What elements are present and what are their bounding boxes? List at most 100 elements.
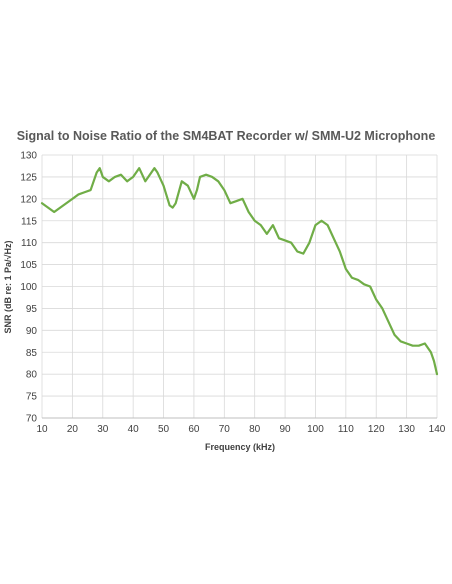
x-tick-label: 110 — [338, 424, 354, 435]
x-tick-labels: 10 20 30 40 50 60 70 80 90 100 110 120 130 140 — [36, 424, 445, 435]
y-tick-label: 100 — [20, 282, 37, 293]
snr-data-point — [278, 237, 280, 239]
snr-data-point — [254, 220, 256, 222]
snr-data-point — [150, 171, 152, 174]
x-tick-label: 60 — [188, 424, 200, 435]
snr-data-point — [418, 345, 420, 347]
snr-data-point — [357, 279, 359, 281]
x-tick-label: 50 — [158, 424, 170, 435]
snr-data-point — [83, 191, 86, 193]
y-tick-label: 95 — [26, 304, 38, 315]
snr-data-point — [369, 285, 371, 288]
snr-data-point — [424, 342, 426, 345]
snr-data-point — [162, 185, 165, 187]
snr-data-point — [41, 202, 43, 204]
y-tick-label: 120 — [20, 194, 37, 205]
snr-data-point — [412, 345, 414, 347]
y-tick-label: 115 — [21, 216, 37, 227]
snr-data-point — [181, 180, 183, 182]
y-tick-label: 85 — [26, 348, 38, 359]
snr-data-point — [296, 250, 298, 253]
snr-data-point — [351, 277, 353, 279]
snr-data-point — [138, 167, 140, 169]
snr-data-point — [314, 224, 317, 226]
snr-data-point — [302, 253, 304, 255]
snr-data-point — [199, 176, 201, 178]
snr-data-point — [175, 202, 177, 204]
snr-data-point — [339, 250, 341, 253]
snr-data-point — [53, 211, 55, 213]
snr-data-point — [345, 268, 347, 270]
snr-data-point — [430, 351, 432, 353]
snr-data-point — [308, 242, 310, 244]
x-tick-label: 120 — [368, 424, 385, 435]
snr-data-point — [205, 174, 207, 176]
snr-data-point — [153, 167, 156, 169]
snr-data-point — [266, 233, 268, 235]
snr-data-point — [381, 307, 383, 310]
snr-data-point — [90, 189, 92, 191]
y-tick-label: 70 — [26, 414, 38, 425]
snr-data-point — [375, 299, 377, 301]
snr-data-point — [387, 320, 389, 323]
snr-data-point — [169, 204, 171, 207]
x-axis-label: Frequency (kHz) — [205, 442, 275, 452]
y-tick-label: 125 — [20, 172, 37, 183]
snr-data-point — [96, 171, 98, 174]
snr-data-point — [47, 207, 49, 209]
snr-data-point — [71, 198, 73, 200]
y-tick-label: 105 — [20, 260, 37, 271]
snr-data-point — [114, 176, 116, 178]
snr-data-point — [156, 171, 159, 174]
snr-data-point — [126, 180, 128, 182]
snr-data-point — [108, 180, 110, 182]
snr-data-point — [65, 202, 67, 204]
snr-data-point — [406, 342, 408, 345]
x-tick-label: 100 — [307, 424, 324, 435]
snr-data-point — [235, 200, 238, 202]
snr-data-point — [248, 211, 250, 213]
x-tick-label: 10 — [36, 424, 48, 435]
x-tick-label: 70 — [219, 424, 231, 435]
snr-data-point — [399, 340, 402, 342]
gridlines — [41, 154, 438, 419]
snr-data-point — [217, 180, 219, 182]
snr-data-point — [144, 180, 146, 182]
y-tick-label: 90 — [26, 326, 38, 337]
snr-data-point — [99, 167, 101, 169]
snr-data-point — [211, 176, 213, 178]
x-tick-label: 140 — [429, 424, 446, 435]
snr-data-point — [132, 176, 134, 178]
y-tick-label: 130 — [20, 151, 37, 162]
snr-data-point — [284, 239, 286, 242]
snr-data-point — [120, 174, 122, 176]
snr-data-point — [260, 224, 262, 226]
snr-data-point — [433, 360, 435, 362]
snr-data-point — [363, 283, 365, 285]
snr-data-point — [102, 176, 104, 178]
snr-data-point — [241, 198, 244, 200]
snr-data-point — [320, 220, 323, 222]
snr-data-point — [393, 334, 396, 336]
y-tick-label: 80 — [26, 370, 38, 381]
x-tick-label: 30 — [97, 424, 109, 435]
snr-data-point — [436, 373, 438, 375]
y-tick-labels: 70 75 80 85 90 95 100 105 110 115 120 125 130 — [20, 151, 37, 425]
y-tick-label: 75 — [26, 392, 38, 403]
snr-data-point — [223, 189, 225, 191]
series-layer — [40, 167, 439, 376]
snr-data-point — [77, 193, 80, 196]
snr-data-point — [327, 224, 329, 226]
snr-data-point — [172, 207, 174, 209]
chart-title: Signal to Noise Ratio of the SM4BAT Reco… — [17, 129, 436, 143]
snr-data-point — [229, 202, 231, 204]
x-tick-label: 90 — [280, 424, 292, 435]
snr-data-point — [59, 207, 61, 209]
snr-data-point — [333, 237, 335, 239]
x-tick-label: 130 — [398, 424, 415, 435]
snr-data-point — [272, 224, 274, 226]
snr-data-point — [193, 198, 195, 200]
x-tick-label: 20 — [67, 424, 79, 435]
y-axis-label: SNR (dB re: 1 Pa/√Hz) — [3, 241, 13, 334]
